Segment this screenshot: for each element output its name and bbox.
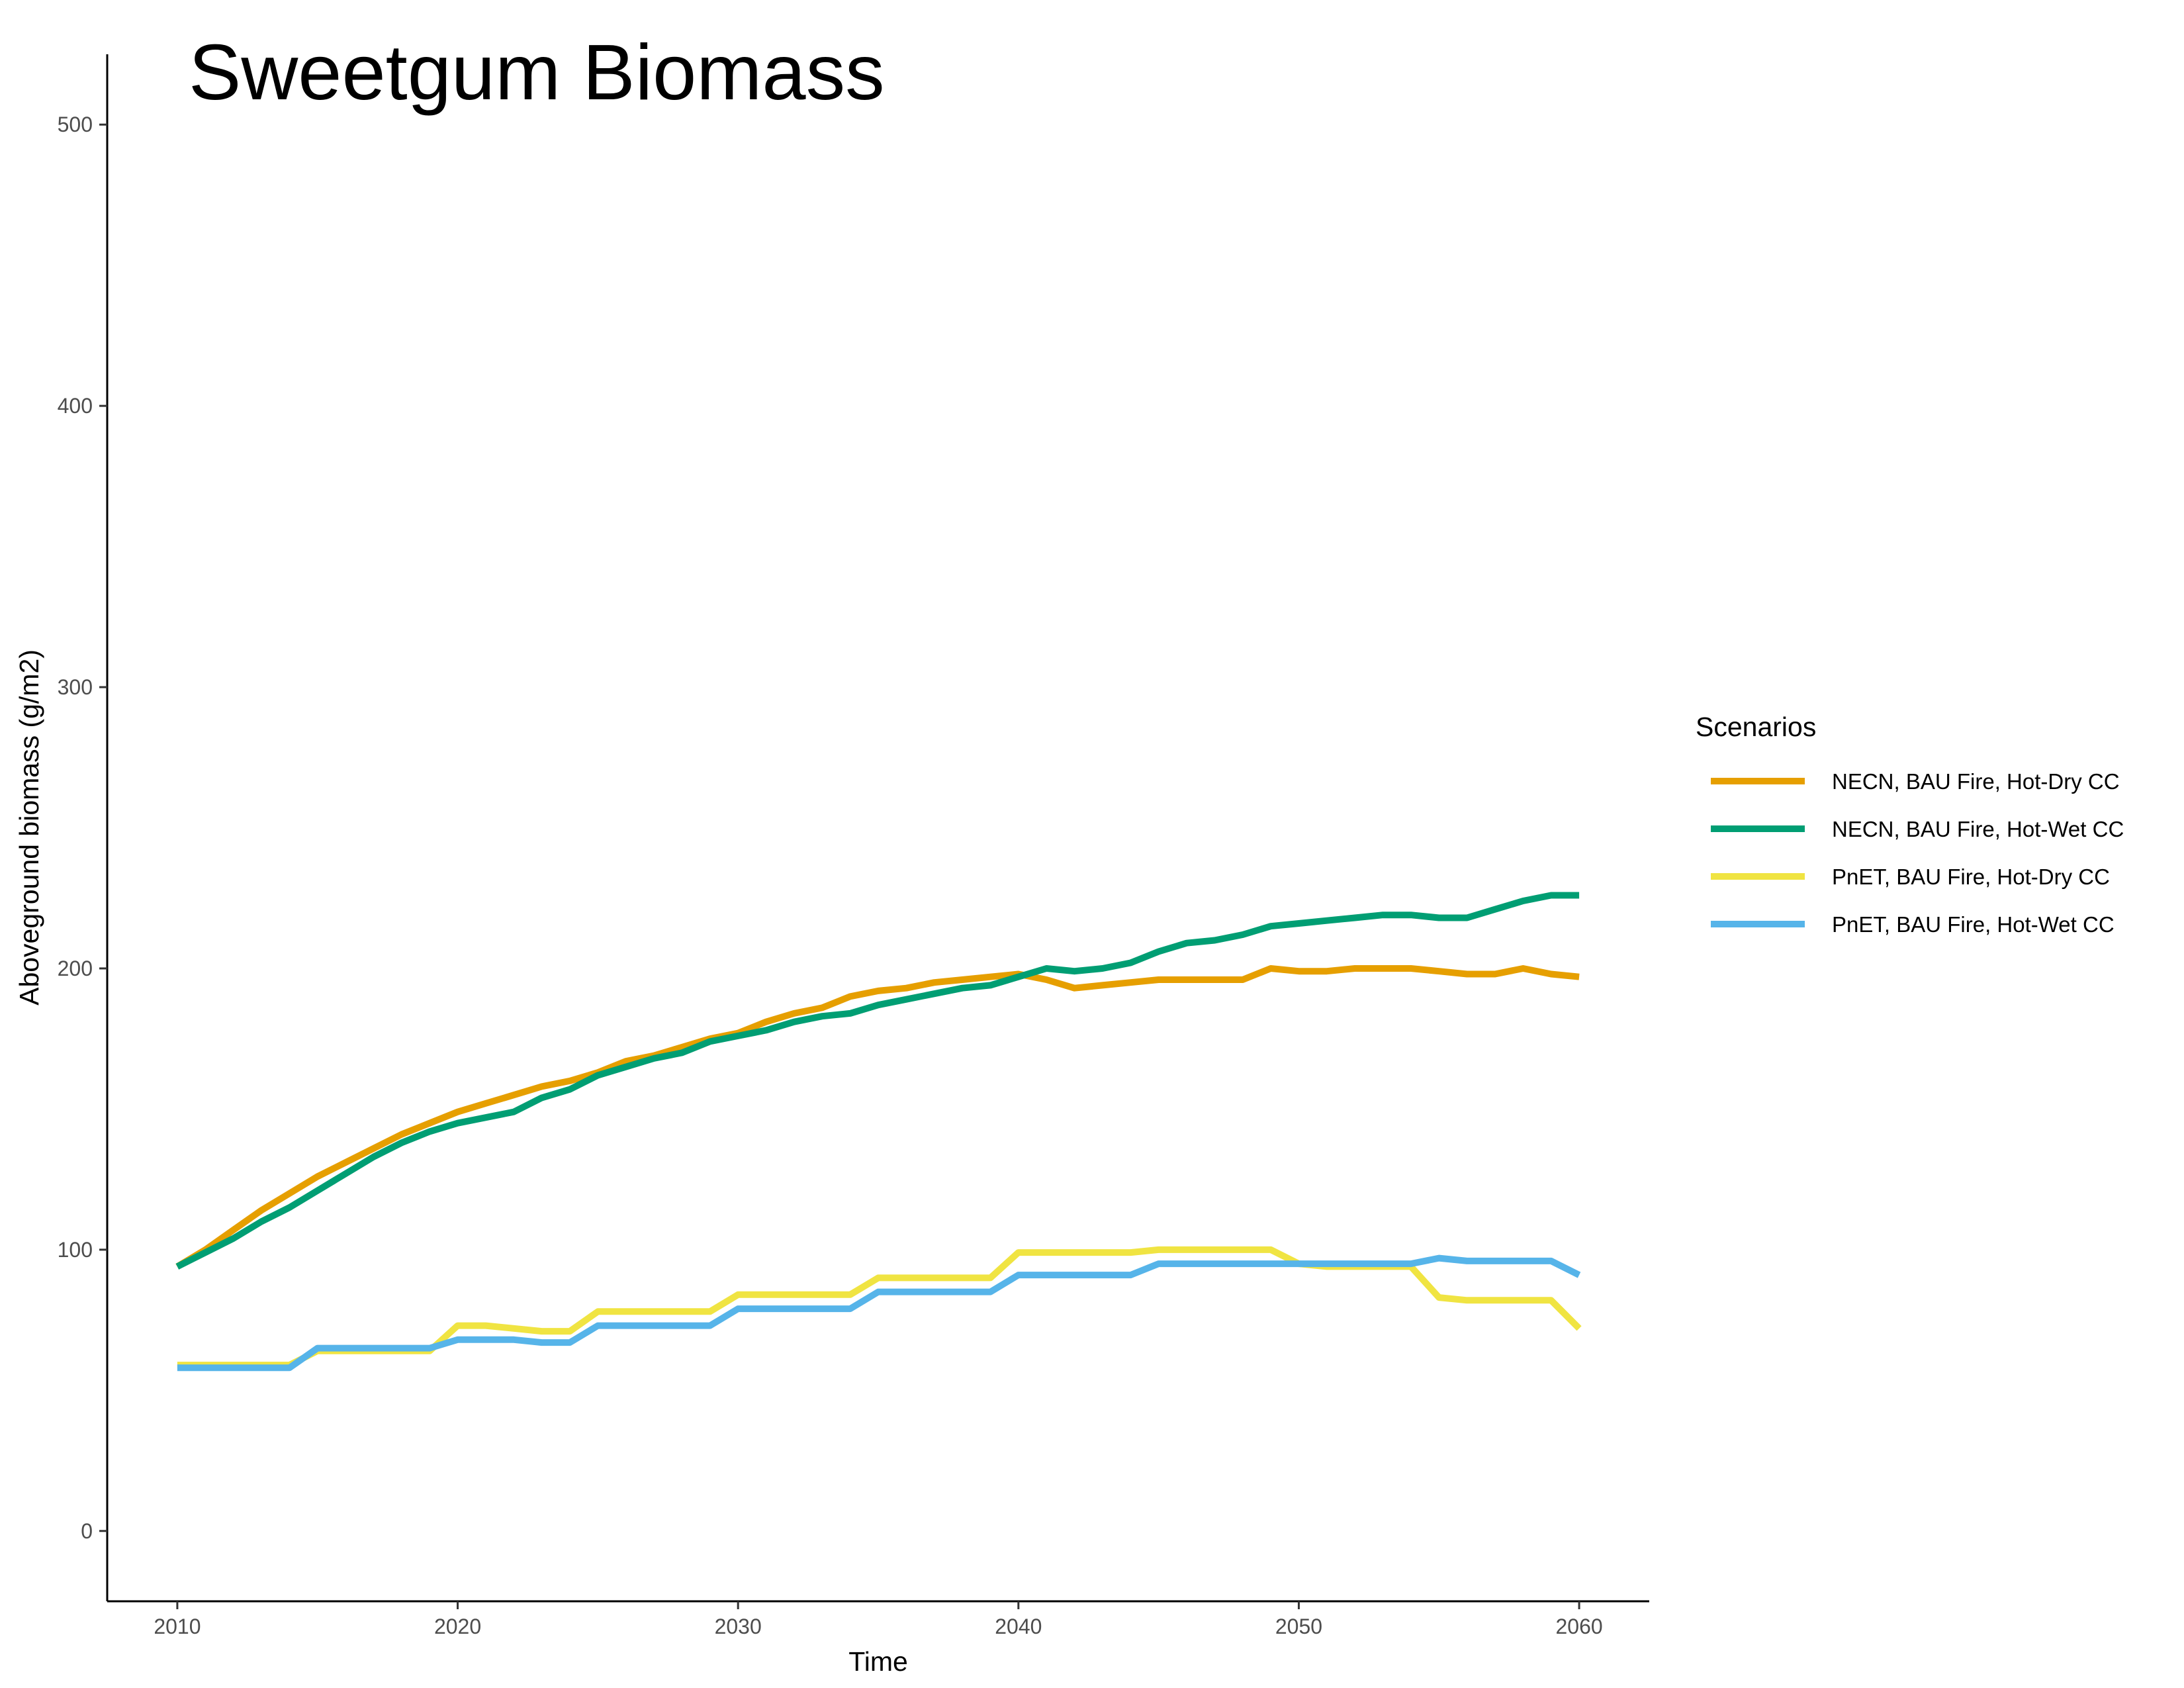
x-axis-title: Time [848,1646,908,1677]
y-axis-ticks: 0 100 200 300 400 500 [58,113,107,1543]
y-tick-label: 400 [58,394,93,418]
y-tick-label: 500 [58,113,93,136]
x-tick-label: 2010 [154,1615,201,1638]
legend-label-4: PnET, BAU Fire, Hot-Wet CC [1832,912,2115,937]
legend: Scenarios NECN, BAU Fire, Hot-Dry CCNECN… [1696,712,2124,937]
series-line-4 [177,1254,1581,1372]
x-tick-label: 2030 [715,1615,762,1638]
series-line-1 [175,965,1580,1270]
legend-label-3: PnET, BAU Fire, Hot-Dry CC [1832,865,2110,889]
y-tick-label: 200 [58,957,93,980]
y-tick-label: 100 [58,1238,93,1262]
y-tick-label: 300 [58,675,93,699]
y-tick-label: 0 [81,1519,93,1543]
y-axis-title: Aboveground biomass (g/m2) [14,649,44,1006]
x-tick-label: 2050 [1275,1615,1322,1638]
x-tick-label: 2020 [434,1615,481,1638]
chart-title: Sweetgum Biomass [189,28,885,117]
legend-title: Scenarios [1696,712,1816,742]
x-tick-label: 2060 [1555,1615,1602,1638]
legend-label-2: NECN, BAU Fire, Hot-Wet CC [1832,817,2124,841]
series-lines [175,892,1582,1372]
legend-label-1: NECN, BAU Fire, Hot-Dry CC [1832,769,2120,794]
series-line-2 [175,892,1580,1270]
x-axis-ticks: 2010 2020 2030 2040 2050 2060 [154,1601,1603,1638]
x-tick-label: 2040 [995,1615,1042,1638]
legend-items: NECN, BAU Fire, Hot-Dry CC NECN, BAU Fire… [1711,769,2124,937]
plot-area: 0 100 200 300 400 500 2010 2020 2030 2040 2050 206… [58,54,1649,1638]
